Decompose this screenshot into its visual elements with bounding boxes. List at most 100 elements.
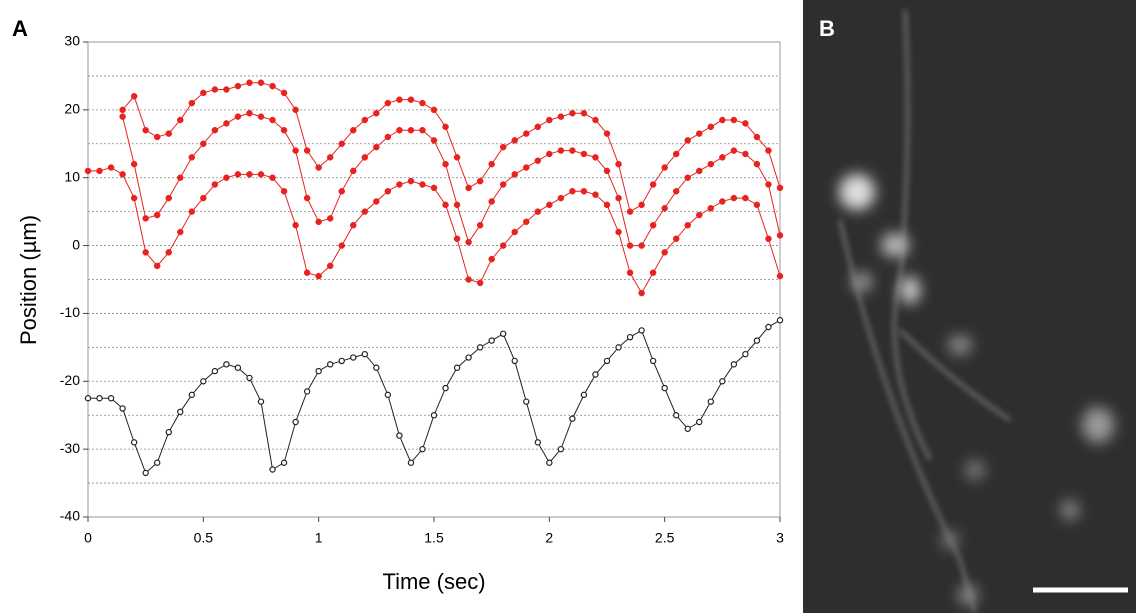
x-tick-label: 3 <box>776 530 784 546</box>
data-point <box>234 171 242 178</box>
data-point <box>177 174 184 181</box>
data-point <box>546 459 553 466</box>
data-point <box>580 110 588 117</box>
data-point <box>153 211 161 219</box>
data-point <box>130 439 138 446</box>
data-point <box>84 395 92 402</box>
data-point <box>188 154 196 161</box>
data-point <box>315 218 322 226</box>
data-point <box>488 160 495 168</box>
data-point <box>326 262 334 270</box>
data-point <box>557 445 565 453</box>
data-point <box>476 177 484 185</box>
data-point <box>142 215 149 222</box>
data-point <box>580 188 588 195</box>
data-point <box>742 120 749 127</box>
data-point <box>280 126 288 134</box>
data-point <box>373 198 380 205</box>
data-point <box>373 364 380 371</box>
data-point <box>396 181 403 188</box>
data-point <box>361 154 369 161</box>
data-point <box>499 242 507 249</box>
data-point <box>523 218 530 226</box>
data-point <box>753 160 761 168</box>
data-point <box>661 164 668 171</box>
data-point <box>396 96 403 103</box>
data-point <box>672 150 680 158</box>
data-point <box>673 412 680 419</box>
data-point <box>246 374 253 382</box>
data-point <box>719 378 726 385</box>
data-point <box>661 249 668 256</box>
data-point <box>326 154 334 161</box>
data-point <box>361 350 368 358</box>
data-point <box>269 174 276 181</box>
data-point <box>96 167 103 175</box>
data-point <box>234 113 242 120</box>
data-point <box>419 181 426 188</box>
data-point <box>557 113 565 120</box>
data-point <box>269 82 276 90</box>
data-point <box>303 194 311 202</box>
data-point <box>511 137 518 144</box>
data-point <box>776 184 784 192</box>
data-point <box>453 364 461 371</box>
data-point <box>488 337 495 344</box>
data-point <box>407 96 415 103</box>
data-point <box>534 157 542 164</box>
data-point <box>188 391 195 399</box>
data-point <box>119 405 126 412</box>
x-tick-label: 0.5 <box>194 530 214 546</box>
image-background <box>803 0 1136 613</box>
data-point <box>327 361 334 368</box>
data-point <box>684 425 691 432</box>
data-point <box>350 354 357 361</box>
data-point <box>730 116 738 124</box>
data-point <box>442 384 449 392</box>
microscopy-panel: B <box>803 0 1136 613</box>
data-point <box>280 188 288 195</box>
data-point <box>546 116 553 124</box>
panel-label: A <box>12 16 28 41</box>
data-point <box>419 445 426 453</box>
data-point <box>269 466 276 473</box>
data-point <box>303 147 311 154</box>
data-point <box>719 154 726 161</box>
x-tick-label: 2.5 <box>655 530 675 546</box>
data-point <box>719 116 726 124</box>
data-point <box>188 208 196 215</box>
data-point <box>280 459 288 466</box>
data-point <box>696 130 703 137</box>
data-point <box>592 154 599 161</box>
data-point <box>476 279 484 287</box>
data-point <box>211 86 219 93</box>
data-point <box>292 106 299 114</box>
data-point <box>546 201 553 209</box>
data-point <box>280 89 288 97</box>
data-point <box>523 130 530 137</box>
data-point <box>211 367 219 375</box>
data-point <box>165 130 172 137</box>
data-point <box>257 113 265 120</box>
data-point <box>684 137 691 144</box>
data-point <box>672 235 680 243</box>
data-point <box>615 194 622 202</box>
data-point <box>672 188 680 195</box>
data-point <box>350 221 357 229</box>
data-point <box>257 171 265 178</box>
data-point <box>453 154 461 161</box>
data-point <box>592 116 599 124</box>
data-point <box>765 235 772 243</box>
data-point <box>96 395 103 402</box>
series-line <box>122 82 781 213</box>
data-point <box>315 164 322 171</box>
data-point <box>269 116 276 124</box>
data-point <box>753 201 761 209</box>
data-point <box>546 150 553 158</box>
data-point <box>638 201 645 209</box>
data-point <box>557 147 565 154</box>
data-point <box>626 208 634 215</box>
data-point <box>511 228 518 236</box>
y-tick-label: 30 <box>64 33 80 49</box>
